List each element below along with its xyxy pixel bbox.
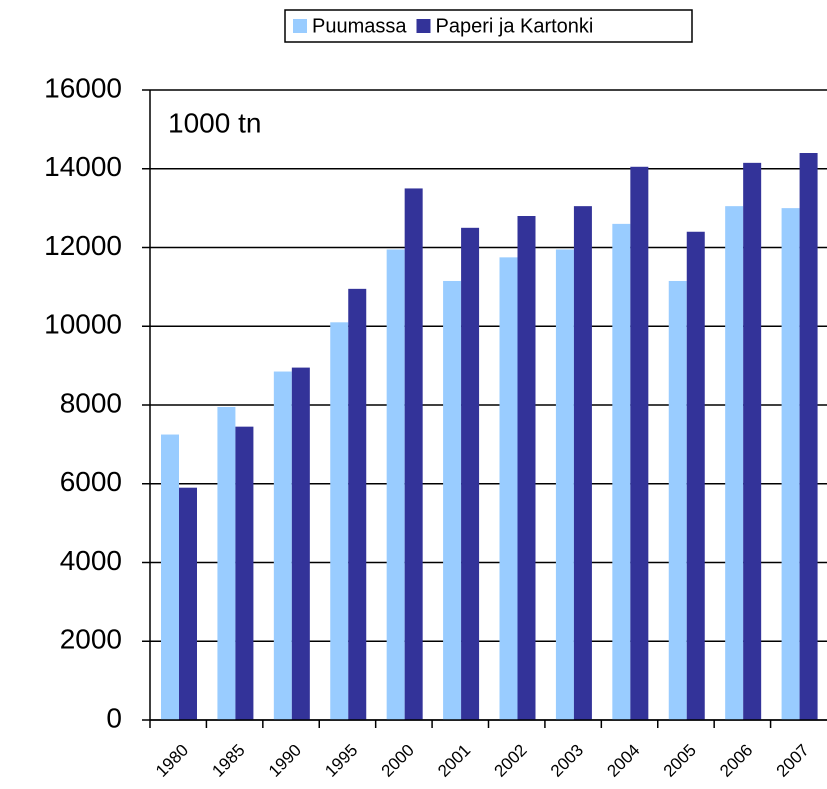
bar <box>161 434 179 720</box>
bar <box>273 371 292 720</box>
y-tick-label: 16000 <box>44 72 122 103</box>
x-tick-label: 1995 <box>321 741 361 781</box>
x-tick-label: 2006 <box>716 741 756 781</box>
bar <box>443 280 462 720</box>
bar <box>517 216 536 720</box>
x-tick-label: 2005 <box>660 741 700 781</box>
x-tick-label: 2002 <box>491 741 531 781</box>
x-tick-label: 2007 <box>773 741 813 781</box>
bar <box>404 188 423 720</box>
bar <box>330 322 349 720</box>
bar <box>386 249 405 720</box>
legend-label: Paperi ja Kartonki <box>436 15 594 37</box>
x-tick-label: 2004 <box>603 741 643 781</box>
y-tick-label: 8000 <box>60 387 122 418</box>
y-tick-label: 10000 <box>44 309 122 340</box>
y-tick-label: 0 <box>106 702 122 733</box>
bar <box>499 257 518 720</box>
bar <box>291 367 310 720</box>
x-tick-label: 1985 <box>208 741 248 781</box>
y-tick-label: 12000 <box>44 230 122 261</box>
legend-swatch <box>293 19 307 33</box>
bar <box>725 206 744 720</box>
bar <box>179 487 197 720</box>
bar <box>668 280 687 720</box>
unit-annotation: 1000 tn <box>168 107 261 138</box>
bar <box>686 231 705 720</box>
x-tick-label: 1990 <box>265 741 305 781</box>
x-tick-label: 2003 <box>547 741 587 781</box>
bar <box>348 288 367 720</box>
legend-label: Puumassa <box>312 15 407 37</box>
x-tick-label: 2000 <box>378 741 418 781</box>
bar <box>573 206 592 720</box>
bar <box>235 426 254 720</box>
x-tick-label: 1980 <box>152 741 192 781</box>
bar <box>217 406 236 720</box>
bar <box>799 153 818 720</box>
y-tick-label: 2000 <box>60 624 122 655</box>
bar <box>630 166 649 720</box>
bar <box>461 227 480 720</box>
y-tick-label: 14000 <box>44 151 122 182</box>
legend-swatch <box>416 19 431 33</box>
y-tick-label: 6000 <box>60 466 122 497</box>
bar <box>555 249 574 720</box>
bar <box>743 162 762 720</box>
bar <box>612 223 631 720</box>
bar <box>781 208 800 720</box>
y-tick-label: 4000 <box>60 545 122 576</box>
legend-box <box>284 9 693 43</box>
x-tick-label: 2001 <box>434 741 474 781</box>
